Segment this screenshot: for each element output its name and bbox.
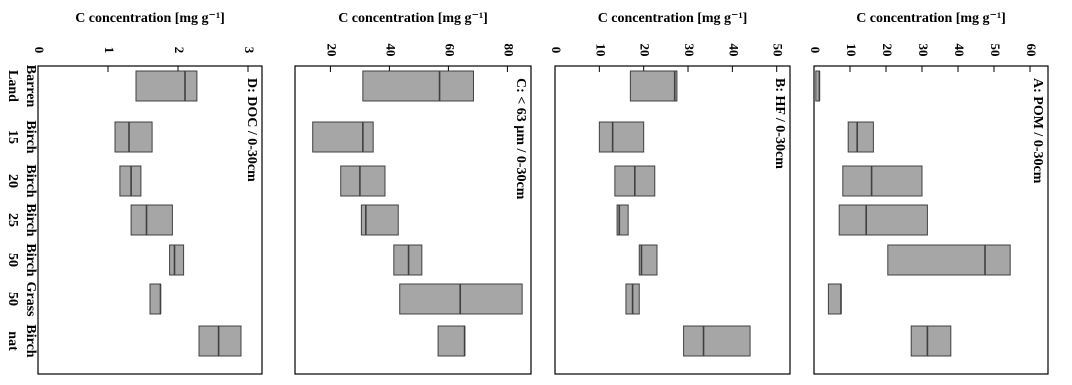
plot-frame — [294, 65, 532, 375]
tick-label: 0 — [549, 47, 564, 54]
tick-label: 20 — [638, 44, 653, 57]
data-box — [616, 204, 629, 236]
data-box — [437, 325, 466, 357]
category-label: Barren — [23, 65, 38, 108]
category-label: 20 — [5, 174, 20, 188]
data-box — [362, 70, 474, 102]
plot-frame — [813, 65, 1049, 375]
tick-label: 3 — [242, 47, 257, 54]
axis-label: C concentration [mg g⁻¹] — [338, 11, 488, 26]
tick-label: 30 — [916, 44, 931, 57]
data-box — [312, 121, 374, 153]
data-box — [683, 325, 751, 357]
category-label: Grass — [23, 282, 38, 318]
category-label: Birch — [23, 203, 38, 236]
panel-title: D: DOC / 0-30cm — [244, 78, 259, 182]
category-label: Birch — [23, 243, 38, 276]
data-box — [598, 121, 645, 153]
panel-title: A: POM / 0-30cm — [1030, 78, 1045, 184]
tick-label: 2 — [172, 47, 187, 54]
plot-frame — [37, 65, 263, 375]
category-label: 50 — [5, 253, 20, 267]
axis-label: C concentration [mg g⁻¹] — [598, 11, 748, 26]
category-label: 15 — [5, 130, 20, 144]
chart-panel: C concentration [mg g⁻¹] 0 1 2 3 D: DOC / 0-3… — [32, 11, 263, 375]
tick-label: 20 — [880, 44, 895, 57]
tick-label: 1 — [102, 47, 117, 54]
data-box — [198, 325, 242, 357]
panel-title: C: < 63 µm / 0-30cm — [513, 78, 528, 200]
data-box — [638, 244, 658, 276]
data-box — [169, 244, 185, 276]
category-label: 50 — [5, 292, 20, 306]
chart-panel: C concentration [mg g⁻¹] 20 40 60 80 C: < 63 … — [294, 11, 532, 375]
category-labels: BarrenLandBirch15Birch20Birch25Birch50Gr… — [5, 65, 38, 358]
data-box — [847, 121, 874, 153]
tick-label: 0 — [808, 47, 823, 54]
tick-label: 30 — [682, 44, 697, 57]
category-label: Birch — [23, 164, 38, 197]
data-box — [114, 121, 153, 153]
axis-label: C concentration [mg g⁻¹] — [856, 11, 1006, 26]
axis-label: C concentration [mg g⁻¹] — [75, 11, 225, 26]
data-box — [838, 204, 928, 236]
data-box — [827, 283, 842, 315]
data-box — [135, 70, 198, 102]
tick-label: 50 — [988, 44, 1003, 57]
data-box — [149, 283, 161, 315]
tick-label: 60 — [442, 44, 457, 57]
tick-label: 0 — [32, 47, 47, 54]
tick-label: 20 — [324, 44, 339, 57]
chart-panel: C concentration [mg g⁻¹] 0 10 20 30 40 50 B: HF… — [549, 11, 791, 375]
panel-title: B: HF / 0-30cm — [772, 78, 787, 169]
data-box — [629, 70, 678, 102]
plot-frame — [554, 65, 791, 375]
chart-panels: C concentration [mg g⁻¹]0 10 20 30 40 50 60A: … — [32, 11, 1049, 375]
data-box — [910, 325, 952, 357]
tick-label: 50 — [771, 44, 786, 57]
tick-label: 40 — [726, 44, 741, 57]
category-label: 25 — [5, 213, 20, 227]
tick-label: 10 — [844, 44, 859, 57]
tick-label: 60 — [1024, 44, 1039, 57]
data-box — [360, 204, 399, 236]
data-box — [130, 204, 173, 236]
category-label: Birch — [23, 324, 38, 357]
category-label: nat — [5, 331, 20, 351]
tick-label: 40 — [383, 44, 398, 57]
data-box — [887, 244, 1011, 276]
tick-label: 10 — [593, 44, 608, 57]
category-label: Birch — [23, 120, 38, 153]
tick-label: 80 — [501, 44, 516, 57]
data-box — [340, 165, 386, 197]
tick-label: 40 — [952, 44, 967, 57]
data-box — [842, 165, 923, 197]
chart-panel: C concentration [mg g⁻¹] 0 10 20 30 40 50 60 A: … — [808, 11, 1049, 375]
category-label: Land — [5, 70, 20, 102]
